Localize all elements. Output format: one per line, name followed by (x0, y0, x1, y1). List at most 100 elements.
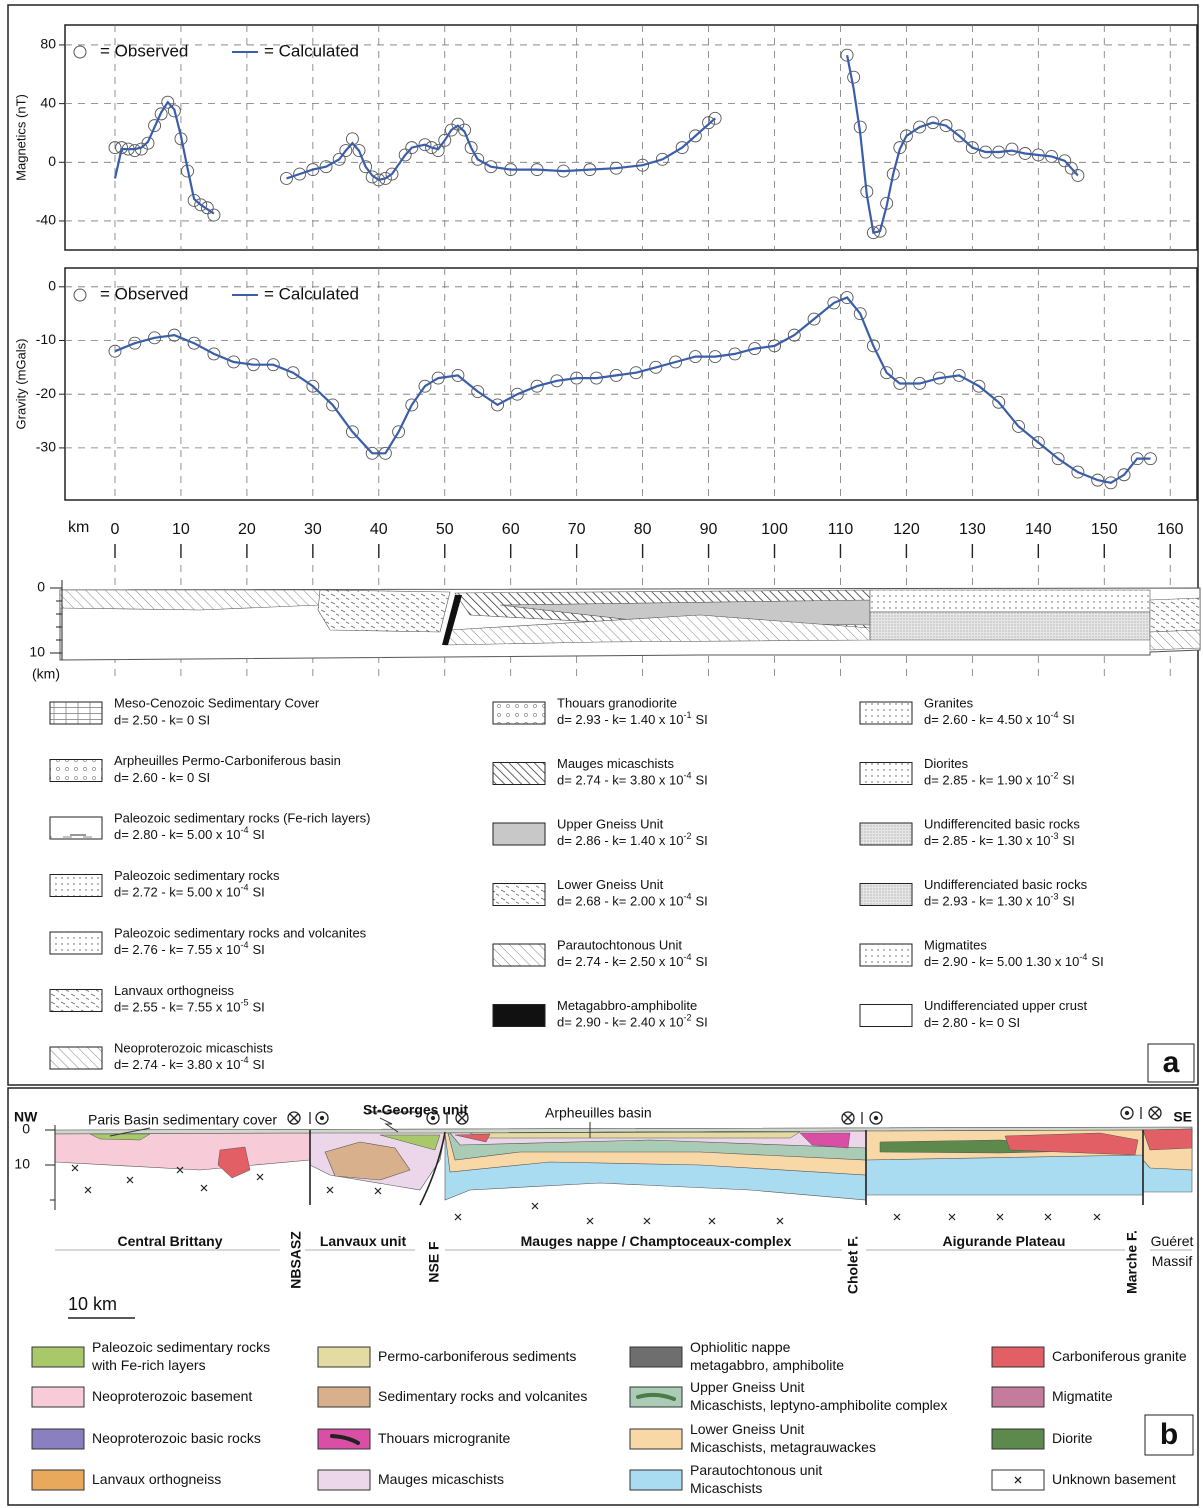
unknown-basement-mark (256, 1173, 264, 1181)
observed-point (141, 136, 155, 150)
observed-point (286, 366, 300, 380)
observed-point (840, 291, 854, 304)
observed-point (807, 312, 821, 326)
unit-label: Aigurande Plateau (943, 1233, 1066, 1249)
depth-tick-label: 0 (37, 579, 45, 595)
legend-name: Permo-carboniferous sediments (378, 1348, 576, 1364)
legend-props: d= 2.68 - k= 2.00 x 10-4 SI (557, 892, 708, 909)
plot-frame (64, 24, 1198, 251)
legend-swatch (31, 1346, 85, 1368)
observed-point (1071, 465, 1085, 479)
observed-point (187, 336, 201, 350)
legend-name: Paleozoic sedimentary rocks with Fe-rich … (91, 1339, 270, 1373)
legend-name-line: Thouars microgranite (378, 1430, 510, 1446)
legend-swatch (49, 816, 103, 840)
observed-point (128, 144, 142, 158)
legend-props: d= 2.74 - k= 2.50 x 10-4 SI (557, 952, 708, 969)
legend-swatch (49, 931, 103, 955)
legend-name: Arpheuilles Permo-Carboniferous basin (114, 753, 341, 768)
unknown-basement-mark (1044, 1213, 1052, 1221)
legend-name: Diorite (1052, 1430, 1093, 1446)
observed-point (332, 152, 346, 166)
observed-point (866, 339, 880, 353)
props-base: d= 2.93 - k= 1.30 x 10 (924, 894, 1050, 909)
legend-name: Lanvaux orthogneiss (92, 1471, 221, 1487)
legend-swatch (859, 822, 913, 846)
section-end: SE (1173, 1109, 1192, 1125)
observed-point (306, 163, 320, 177)
x-tick-label: 150 (1091, 521, 1118, 538)
legend-swatch (49, 1046, 103, 1070)
unit-label-line: Guéret (1151, 1233, 1194, 1249)
panel-a-frame (7, 4, 1199, 1086)
observed-point (1117, 468, 1131, 482)
observed-point (530, 379, 544, 393)
legend-name-line: Paleozoic sedimentary rocks (92, 1339, 270, 1355)
legend-swatch (991, 1428, 1045, 1450)
props-unit: SI (696, 1015, 708, 1030)
observed-point (378, 171, 392, 185)
props-unit: SI (253, 827, 265, 842)
legend-name: Meso-Cenozoic Sedimentary Cover (114, 695, 320, 710)
legend-label: = Observed (100, 284, 188, 303)
observed-point (899, 129, 913, 143)
legend-swatch (629, 1346, 683, 1368)
observed-point (372, 173, 386, 187)
observed-point (1005, 142, 1019, 156)
legend-name-line: Carboniferous granite (1052, 1348, 1187, 1364)
unit-label-line: Mauges nappe / Champtoceaux-complex (521, 1233, 792, 1249)
legend-props: d= 2.74 - k= 3.80 x 10-4 SI (114, 1055, 265, 1072)
legend-swatch (859, 762, 913, 785)
x-tick-label: 70 (568, 521, 586, 538)
legend-props: d= 2.74 - k= 3.80 x 10-4 SI (557, 771, 708, 788)
observed-point (405, 141, 419, 155)
props-unit: SI (696, 773, 708, 788)
observed-point (365, 170, 379, 184)
legend-name-line: Permo-carboniferous sediments (378, 1348, 576, 1364)
legend-swatch (629, 1469, 683, 1491)
unknown-basement-mark (893, 1213, 901, 1221)
observed-point (345, 425, 359, 439)
unit-label-line: Massif (1152, 1253, 1193, 1269)
x-tick-label: 160 (1157, 521, 1184, 538)
observed-point (458, 123, 471, 137)
legend-props: d= 2.85 - k= 1.90 x 10-2 SI (924, 771, 1075, 788)
legend-name: Sedimentary rocks and volcanites (378, 1388, 587, 1404)
observed-point (194, 198, 208, 212)
y-tick-label: 40 (40, 94, 56, 110)
observed-point (1031, 436, 1045, 449)
x-tick-label: 50 (436, 521, 454, 538)
observed-point (1071, 169, 1085, 182)
observed-point (398, 148, 412, 162)
unknown-basement-mark (586, 1217, 594, 1225)
legend-swatch (492, 943, 546, 967)
observed-point (840, 48, 854, 62)
swatch-detail (330, 1434, 360, 1445)
legend-swatch (317, 1469, 371, 1491)
legend-swatch (492, 762, 546, 785)
observed-point (702, 116, 716, 130)
x-tick-label: 90 (700, 521, 718, 538)
cross-section-b (54, 1106, 1193, 1319)
y-tick-label: 0 (48, 277, 56, 293)
legend-name: Lower Gneiss Unit Micaschists, metagrauwa… (690, 1421, 876, 1455)
section-annotation: St-Georges unit (363, 1102, 468, 1118)
props-base: d= 2.74 - k= 2.50 x 10 (557, 954, 683, 969)
legend-swatch (317, 1386, 371, 1408)
props-base: d= 2.74 - k= 3.80 x 10 (557, 773, 683, 788)
y-tick-label: -40 (36, 212, 56, 228)
legend-name: Lanvaux orthogneiss (114, 983, 234, 998)
y-tick-label: -10 (36, 331, 56, 347)
plot-frame (64, 267, 1198, 501)
unknown-basement-mark (948, 1213, 956, 1221)
legend-name: Neoproterozoic micaschists (114, 1040, 273, 1055)
observed-point (167, 104, 181, 118)
observed-point (418, 138, 432, 152)
observed-point (952, 129, 966, 143)
legend-props: d= 2.60 - k= 0 SI (114, 770, 210, 785)
unknown-basement-mark (200, 1184, 208, 1192)
unknown-basement-mark (776, 1217, 784, 1225)
legend-swatch (492, 883, 546, 906)
fault-label: NSE F (426, 1241, 442, 1283)
observed-point (649, 360, 663, 374)
